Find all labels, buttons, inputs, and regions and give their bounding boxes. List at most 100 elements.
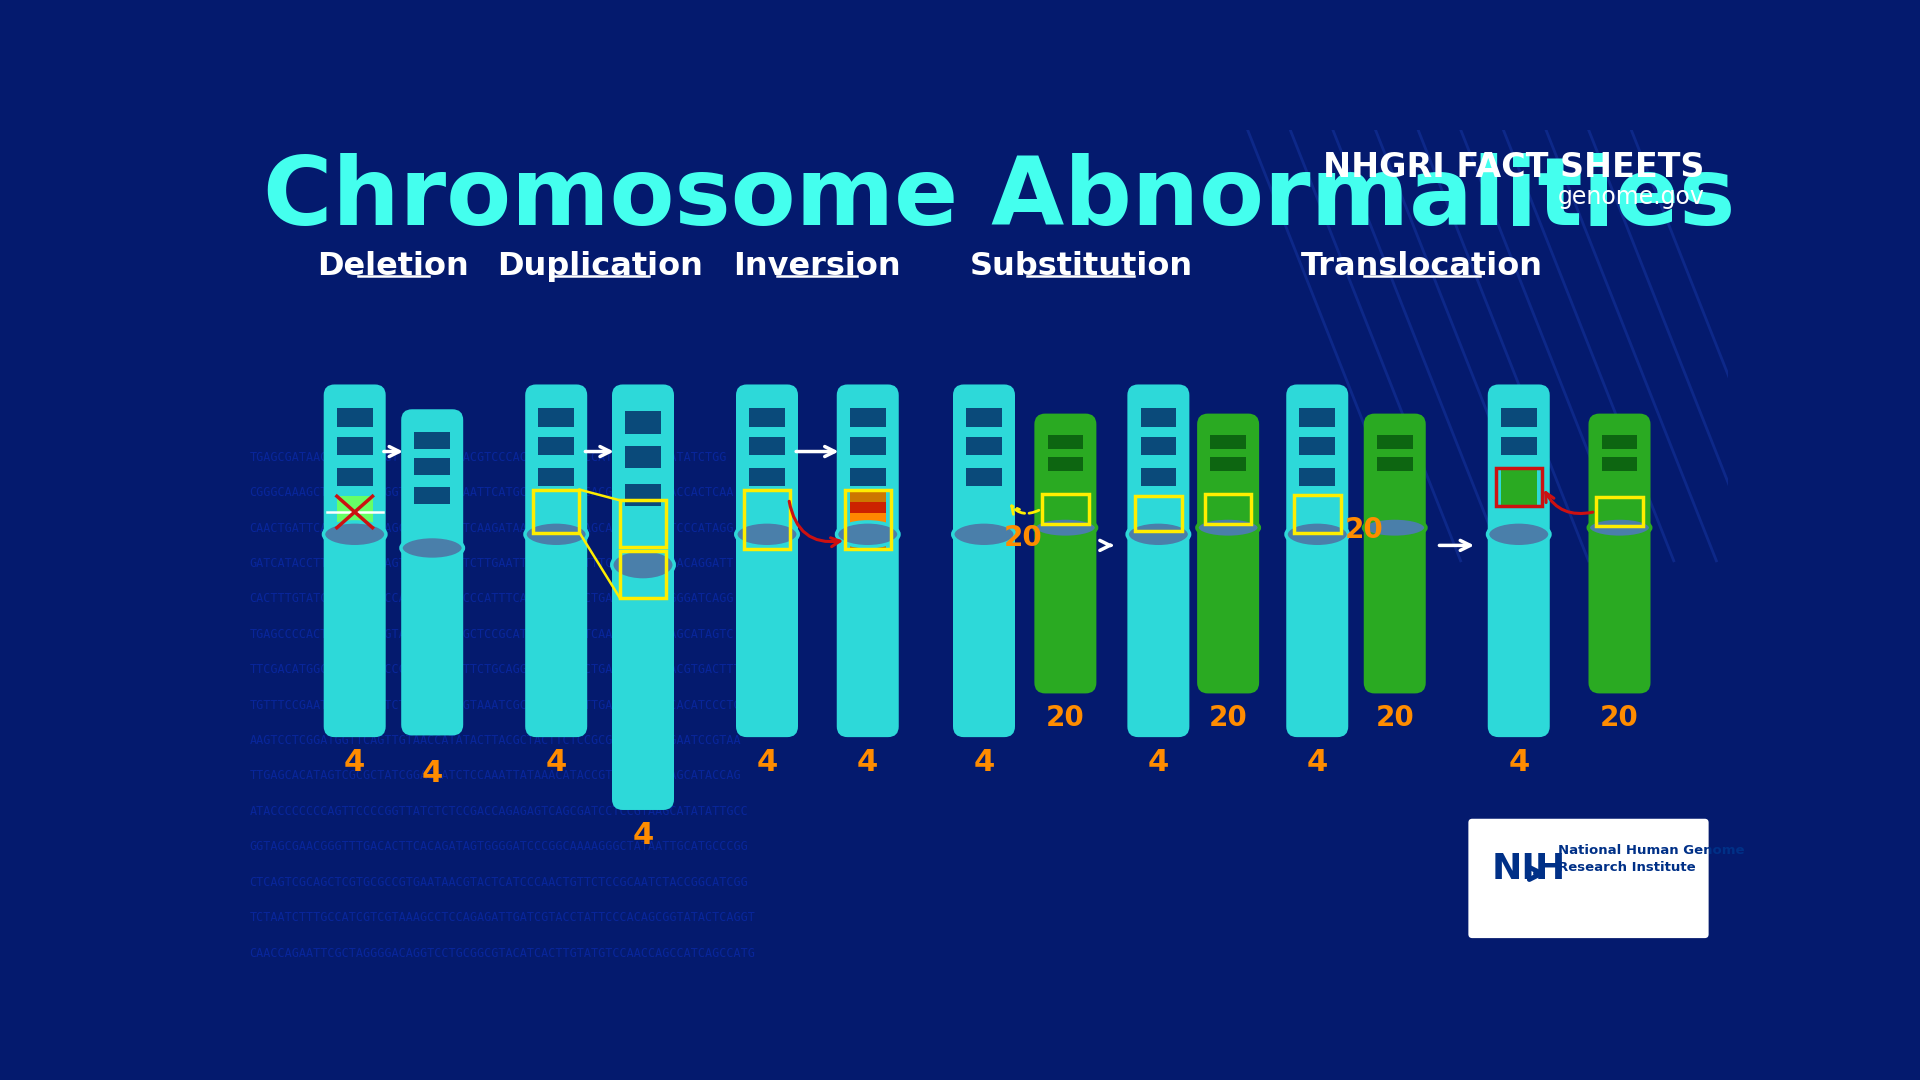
- Bar: [1210, 435, 1246, 449]
- FancyBboxPatch shape: [1198, 414, 1260, 693]
- Bar: [538, 408, 574, 427]
- Text: 4: 4: [344, 748, 365, 777]
- Text: CACTTTGTATCAAACCAGCCCAAGTGGGCCCCCATTTCAGCCTGTTCCTGATTTCCTTTGGGATCAGG: CACTTTGTATCAAACCAGCCCAAGTGGGCCCCCATTTCAG…: [250, 592, 733, 606]
- Ellipse shape: [837, 522, 899, 546]
- Bar: [851, 436, 885, 455]
- Bar: [1596, 497, 1644, 526]
- Text: 4: 4: [1148, 748, 1169, 777]
- Text: CTCAGTCGCAGCTCGTGCGCCGTGAATAACGTACTCATCCCAACTGTTCTCCGCAATCTACCGGCATCGG: CTCAGTCGCAGCTCGTGCGCCGTGAATAACGTACTCATCC…: [250, 876, 749, 889]
- Ellipse shape: [1286, 522, 1348, 546]
- Bar: [851, 501, 885, 513]
- Text: NHGRI FACT SHEETS: NHGRI FACT SHEETS: [1323, 151, 1705, 185]
- Bar: [1048, 457, 1083, 471]
- FancyBboxPatch shape: [1469, 819, 1709, 939]
- Text: 4: 4: [632, 821, 653, 850]
- Ellipse shape: [952, 522, 1016, 546]
- Text: 20: 20: [1004, 524, 1043, 552]
- Text: CAACTGATTCACAAATCAGAGCCGACATCATCAAGATAAGCATGTCTAGCACAAAAGCCTCCCATAGG: CAACTGATTCACAAATCAGAGCCGACATCATCAAGATAAG…: [250, 522, 733, 535]
- Text: AAGTCCTCGGATGGTTCAGTTGTAACCATATACTTACGCTACTTCTCCGCGAAATTTATGAATCCGTAA: AAGTCCTCGGATGGTTCAGTTGTAACCATATACTTACGCT…: [250, 734, 741, 747]
- Ellipse shape: [323, 522, 386, 546]
- Text: 20: 20: [1344, 516, 1382, 544]
- Bar: [1048, 435, 1083, 449]
- Text: TGAGCCCCACTGTCGAGAAGTATGTATCTCGCTCCGCATCAACACTTTCAAATACAGCAAGCATAGTC: TGAGCCCCACTGTCGAGAAGTATGTATCTCGCTCCGCATC…: [250, 627, 733, 640]
- Bar: [1501, 436, 1536, 455]
- Bar: [1294, 495, 1340, 532]
- Bar: [336, 496, 372, 528]
- FancyBboxPatch shape: [1286, 384, 1348, 738]
- Bar: [966, 468, 1002, 486]
- Text: National Human Genome: National Human Genome: [1557, 845, 1743, 858]
- Bar: [851, 513, 885, 525]
- Ellipse shape: [1196, 518, 1260, 538]
- FancyArrowPatch shape: [1012, 505, 1039, 514]
- Text: Inversion: Inversion: [733, 252, 900, 282]
- FancyBboxPatch shape: [952, 384, 1016, 738]
- Text: 20: 20: [1210, 704, 1248, 732]
- FancyArrowPatch shape: [1530, 867, 1542, 879]
- Bar: [1377, 457, 1413, 471]
- Text: TTGAGCACATAGTCGCGCTATCGGACAATCTCCAAATTATAAACATACCGTTCCATTAAAGCATACCAG: TTGAGCACATAGTCGCGCTATCGGACAATCTCCAAATTAT…: [250, 769, 741, 783]
- Ellipse shape: [1488, 522, 1549, 546]
- Text: Chromosome Abnormalities: Chromosome Abnormalities: [263, 152, 1736, 245]
- FancyBboxPatch shape: [1363, 414, 1427, 693]
- Bar: [626, 484, 660, 507]
- Text: 20: 20: [1046, 704, 1085, 732]
- Ellipse shape: [1035, 518, 1096, 538]
- Bar: [415, 458, 449, 475]
- Bar: [1300, 468, 1334, 486]
- Bar: [851, 408, 885, 427]
- Bar: [336, 468, 372, 486]
- FancyBboxPatch shape: [1588, 414, 1651, 693]
- Ellipse shape: [612, 550, 674, 580]
- Bar: [534, 489, 580, 532]
- Text: 4: 4: [1308, 748, 1329, 777]
- FancyBboxPatch shape: [735, 384, 799, 738]
- Bar: [1043, 495, 1089, 524]
- Bar: [851, 537, 885, 550]
- Bar: [1300, 436, 1334, 455]
- FancyBboxPatch shape: [612, 384, 674, 810]
- Text: CAACCAGAATTCGCTAGGGGACAGGTCCTGCGGCGTACATCACTTGTATGTCCAACCAGCCATCAGCCATG: CAACCAGAATTCGCTAGGGGACAGGTCCTGCGGCGTACAT…: [250, 946, 755, 960]
- Text: Translocation: Translocation: [1302, 252, 1544, 282]
- Bar: [1501, 468, 1536, 486]
- Text: 4: 4: [973, 748, 995, 777]
- Text: CGGGCAAAGCTATAAACATGGTCCAACATAAATTCATGCACCCTATGCACGCATATAAGACCACTCAA: CGGGCAAAGCTATAAACATGGTCCAACATAAATTCATGCA…: [250, 486, 733, 499]
- Bar: [1135, 496, 1181, 531]
- FancyBboxPatch shape: [526, 384, 588, 738]
- Bar: [749, 468, 785, 486]
- Bar: [620, 552, 666, 598]
- Text: 4: 4: [422, 759, 444, 788]
- Text: TCTAATCTTTGCCATCGTCGTAAAGCCTCCAGAGATTGATCGTACCTATTCCCACAGCGGTATACTCAGGT: TCTAATCTTTGCCATCGTCGTAAAGCCTCCAGAGATTGAT…: [250, 912, 755, 924]
- Text: Substitution: Substitution: [970, 252, 1192, 282]
- Bar: [966, 408, 1002, 427]
- Bar: [1140, 408, 1177, 427]
- FancyBboxPatch shape: [401, 409, 463, 735]
- Bar: [626, 411, 660, 434]
- Bar: [1501, 408, 1536, 427]
- Ellipse shape: [1588, 518, 1651, 538]
- FancyArrowPatch shape: [789, 501, 839, 546]
- Text: 20: 20: [1599, 704, 1640, 732]
- Bar: [336, 436, 372, 455]
- Bar: [1140, 468, 1177, 486]
- FancyBboxPatch shape: [1127, 384, 1188, 738]
- FancyBboxPatch shape: [324, 384, 386, 738]
- Bar: [749, 436, 785, 455]
- Ellipse shape: [524, 522, 588, 546]
- Text: ATACCCCCCCCAGTTCCCCGGTTATCTCTCCGACCAGAGAGTCAGCGATCCTCCGTAAGCATATATTGCC: ATACCCCCCCCAGTTCCCCGGTTATCTCTCCGACCAGAGA…: [250, 805, 749, 818]
- Ellipse shape: [401, 537, 463, 559]
- Text: Duplication: Duplication: [497, 252, 703, 282]
- Bar: [1501, 468, 1536, 507]
- Ellipse shape: [1127, 522, 1190, 546]
- Text: TGTTTCCGAATGACACGCGTCTCCTTGCGGGTAAATCGCCCCAGAACTTGAAAGCCCCCCACATCCCTG: TGTTTCCGAATGACACGCGTCTCCTTGCGGGTAAATCGCC…: [250, 699, 741, 712]
- Bar: [1377, 435, 1413, 449]
- Text: Deletion: Deletion: [317, 252, 468, 282]
- Bar: [851, 489, 885, 501]
- Bar: [1496, 468, 1542, 507]
- Text: TGAGCGATAAGTTTAACTGGTTACGTTCTTACGTCCCACAATTTTTGCCATTTCACAATATATCTGG: TGAGCGATAAGTTTAACTGGTTACGTTCTTACGTCCCACA…: [250, 450, 726, 463]
- Bar: [538, 436, 574, 455]
- FancyBboxPatch shape: [1488, 384, 1549, 738]
- Text: Research Institute: Research Institute: [1557, 861, 1695, 874]
- Text: TTCGACATGGCAAAATCCCCCCGTTGCAACTTCTGCAGGATTTCTTACTGACTTTACCTACGTGACTTT: TTCGACATGGCAAAATCCCCCCGTTGCAACTTCTGCAGGA…: [250, 663, 741, 676]
- Text: 4: 4: [1507, 748, 1530, 777]
